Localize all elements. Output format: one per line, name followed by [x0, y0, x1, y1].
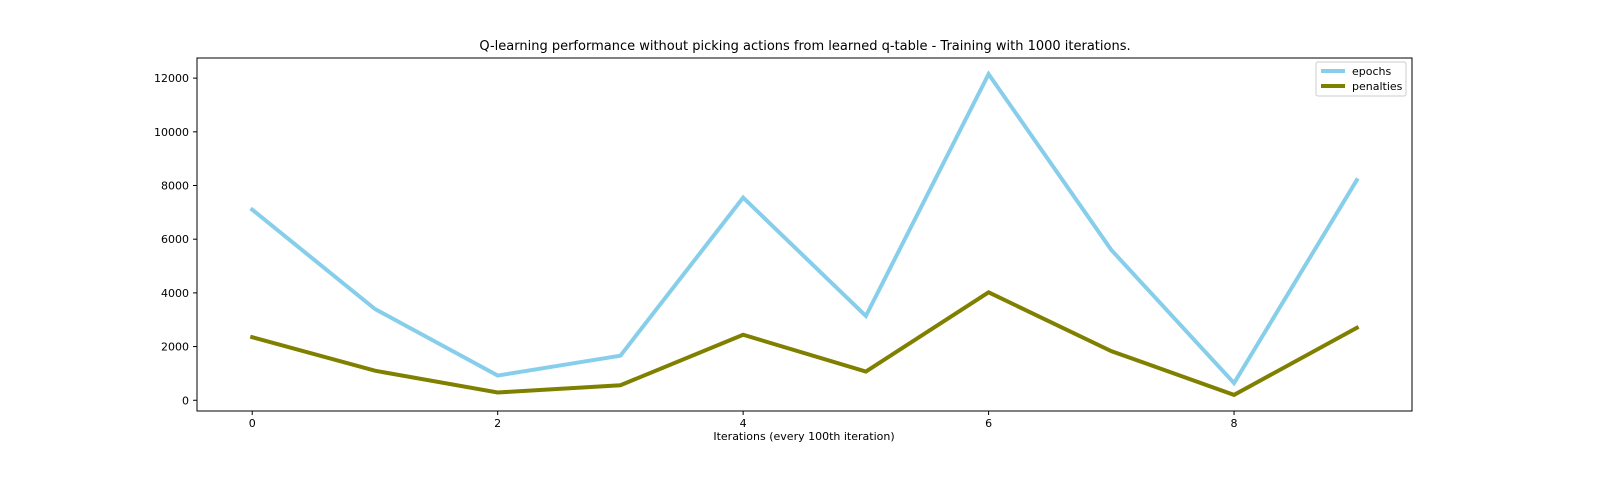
chart-title: Q-learning performance without picking a… [479, 39, 1130, 54]
y-tick-label: 8000 [161, 180, 189, 193]
series-line-epochs [249, 70, 1360, 387]
x-tick-label: 2 [494, 417, 501, 430]
x-axis-label: Iterations (every 100th iteration) [713, 430, 894, 443]
y-tick-label: 6000 [161, 233, 189, 246]
x-tick-label: 8 [1231, 417, 1238, 430]
x-axis: 0 2 4 6 8 [249, 411, 1238, 430]
y-tick-label: 12000 [154, 72, 189, 85]
series-line-penalties [249, 290, 1360, 398]
series-group [249, 70, 1360, 398]
legend-label-penalties: penalties [1352, 80, 1403, 93]
plot-area [196, 57, 1413, 412]
y-tick-label: 10000 [154, 126, 189, 139]
y-tick-label: 0 [182, 394, 189, 407]
legend-label-epochs: epochs [1352, 65, 1391, 78]
y-tick-label: 4000 [161, 287, 189, 300]
x-tick-label: 6 [985, 417, 992, 430]
y-axis: 0 2000 4000 6000 8000 10000 12000 [154, 72, 197, 407]
legend: epochs penalties [1315, 61, 1407, 97]
x-tick-label: 4 [740, 417, 747, 430]
x-tick-label: 0 [249, 417, 256, 430]
y-tick-label: 2000 [161, 341, 189, 354]
